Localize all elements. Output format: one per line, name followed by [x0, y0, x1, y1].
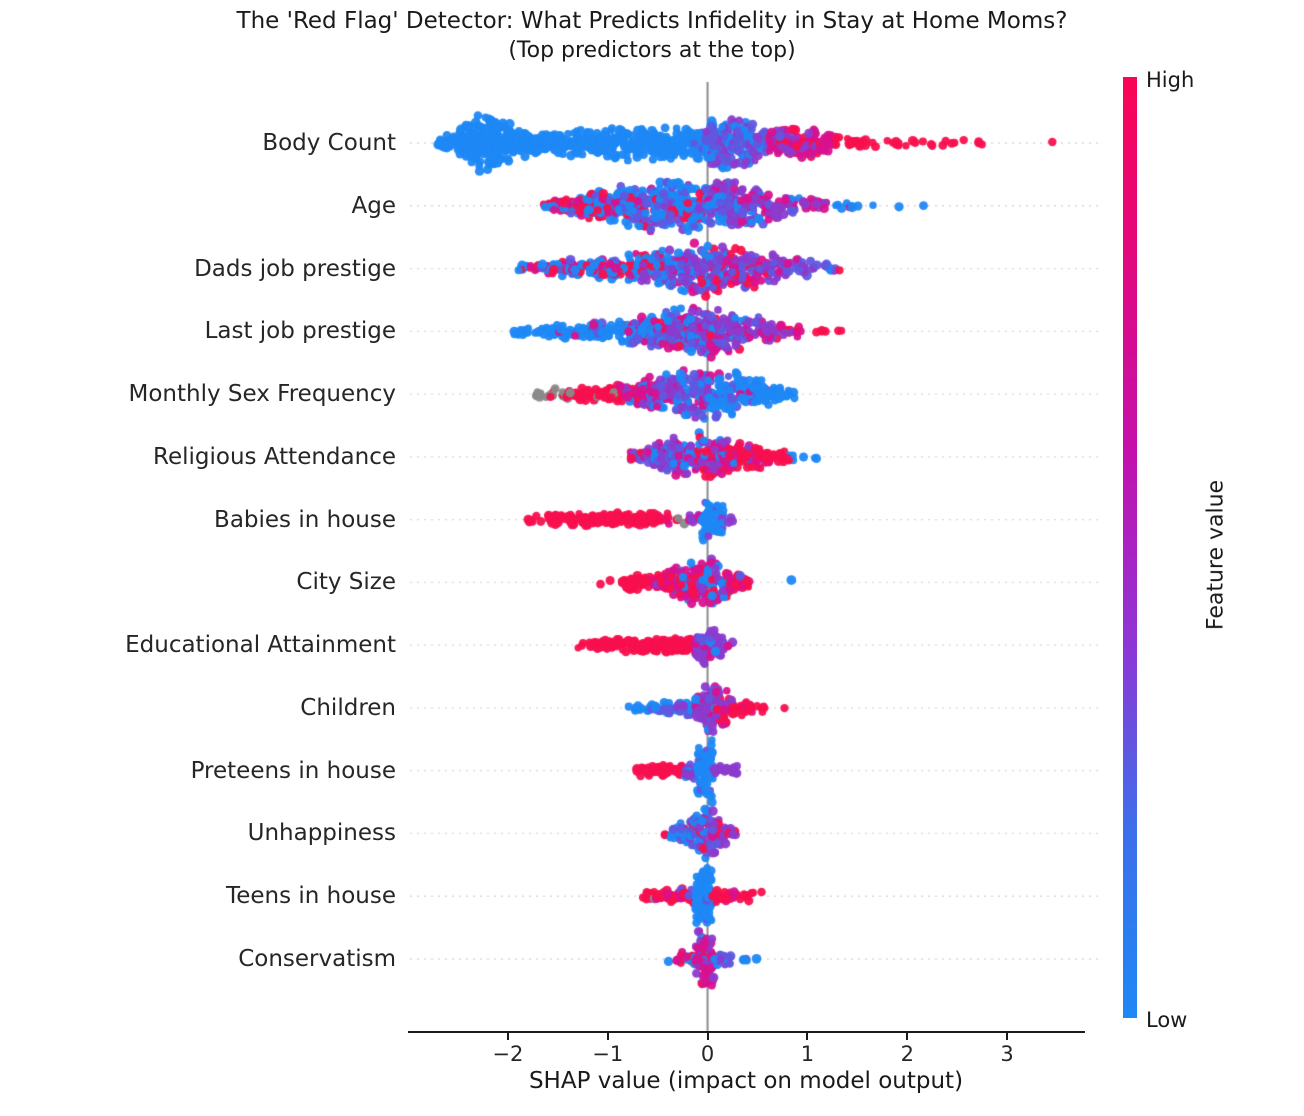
- colorbar-axis-label: Feature value: [1203, 479, 1229, 631]
- x-axis-title: SHAP value (impact on model output): [528, 1068, 964, 1094]
- x-tick-mark: [606, 1033, 609, 1040]
- x-tick-mark: [806, 1033, 809, 1040]
- x-tick-mark: [1006, 1033, 1009, 1040]
- x-tick-label: 2: [900, 1042, 914, 1066]
- x-tick-mark: [706, 1033, 709, 1040]
- x-tick-label: −1: [592, 1042, 624, 1066]
- y-axis-label: City Size: [296, 569, 396, 596]
- colorbar-low-label: Low: [1146, 1008, 1188, 1032]
- y-axis-label: Babies in house: [214, 506, 396, 533]
- y-axis-label: Educational Attainment: [125, 632, 396, 659]
- y-axis-label: Unhappiness: [247, 820, 396, 847]
- x-tick-label: −2: [492, 1042, 524, 1066]
- y-axis-label: Last job prestige: [204, 318, 396, 345]
- x-tick-mark: [506, 1033, 509, 1040]
- y-axis-labels: Body Count Age Dads job prestige Last job p…: [0, 0, 398, 1116]
- y-axis-label: Teens in house: [226, 883, 396, 910]
- y-axis-label: Monthly Sex Frequency: [128, 381, 397, 408]
- chart-title: The 'Red Flag' Detector: What Predicts I…: [236, 8, 1068, 34]
- x-tick-label: 1: [800, 1042, 815, 1066]
- y-axis-label: Religious Attendance: [153, 443, 396, 470]
- colorbar-high-label: High: [1146, 68, 1195, 92]
- y-axis-label: Age: [351, 192, 396, 219]
- y-axis-label: Dads job prestige: [194, 255, 396, 282]
- colorbar-gradient: [1123, 77, 1137, 1018]
- y-axis-label: Conservatism: [238, 946, 396, 972]
- chart-subtitle: (Top predictors at the top): [508, 38, 796, 63]
- y-axis-label: Preteens in house: [190, 757, 396, 784]
- x-tick-mark: [906, 1033, 909, 1040]
- y-axis-label: Children: [300, 694, 396, 721]
- x-axis-line: [408, 1031, 1085, 1033]
- x-tick-label: 3: [1000, 1042, 1014, 1066]
- x-tick-label: 0: [700, 1042, 715, 1066]
- y-axis-label: Body Count: [262, 130, 396, 156]
